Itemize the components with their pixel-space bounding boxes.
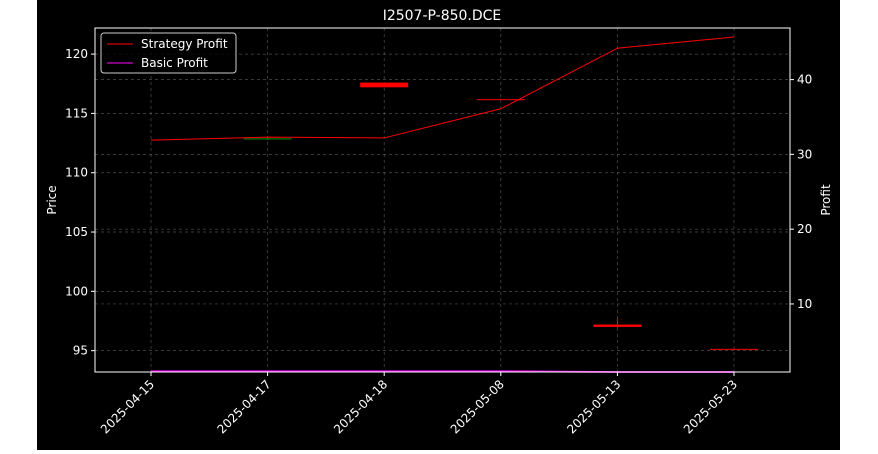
legend-box [100,32,237,74]
left-tick-label: 120 [65,47,88,61]
candle-body [476,99,525,101]
left-tick-label: 110 [65,166,88,180]
left-tick-label: 95 [73,344,88,358]
plot-frame [94,27,791,373]
grid-layer [95,28,790,372]
x-tick-label: 2025-05-08 [448,377,507,436]
right-tick-label: 20 [797,222,812,236]
legend-label-strategy: Strategy Profit [141,37,228,51]
right-axis-label: Profit [819,184,833,216]
left-axis-label: Price [45,185,59,214]
left-tick-label: 105 [65,225,88,239]
candle-body [593,324,642,327]
left-tick-label: 100 [65,284,88,298]
right-tick-label: 10 [797,297,812,311]
x-tick-label: 2025-04-17 [215,377,274,436]
chart-title: I2507-P-850.DCE [383,8,502,24]
candle-layer [243,82,758,350]
candle-body [710,348,758,350]
x-tick-label: 2025-04-18 [331,377,390,436]
candle-body [360,82,409,88]
plot-background [95,28,790,372]
chart-figure: 2025-04-15 2025-04-17 2025-04-18 2025-05-08… [37,0,840,450]
candle-body [243,138,292,140]
series-line-strategy-profit [150,36,735,141]
left-tick-label: 115 [65,106,88,120]
x-tick-label: 2025-05-23 [681,377,740,436]
chart-svg: 2025-04-15 2025-04-17 2025-04-18 2025-05-08… [45,8,833,436]
x-tick-label: 2025-05-13 [564,377,623,436]
x-tick-label: 2025-04-15 [98,377,157,436]
right-tick-label: 30 [797,147,812,161]
right-tick-label: 40 [797,73,812,87]
legend-label-basic: Basic Profit [141,56,208,70]
legend: Strategy Profit Basic Profit [100,32,237,74]
